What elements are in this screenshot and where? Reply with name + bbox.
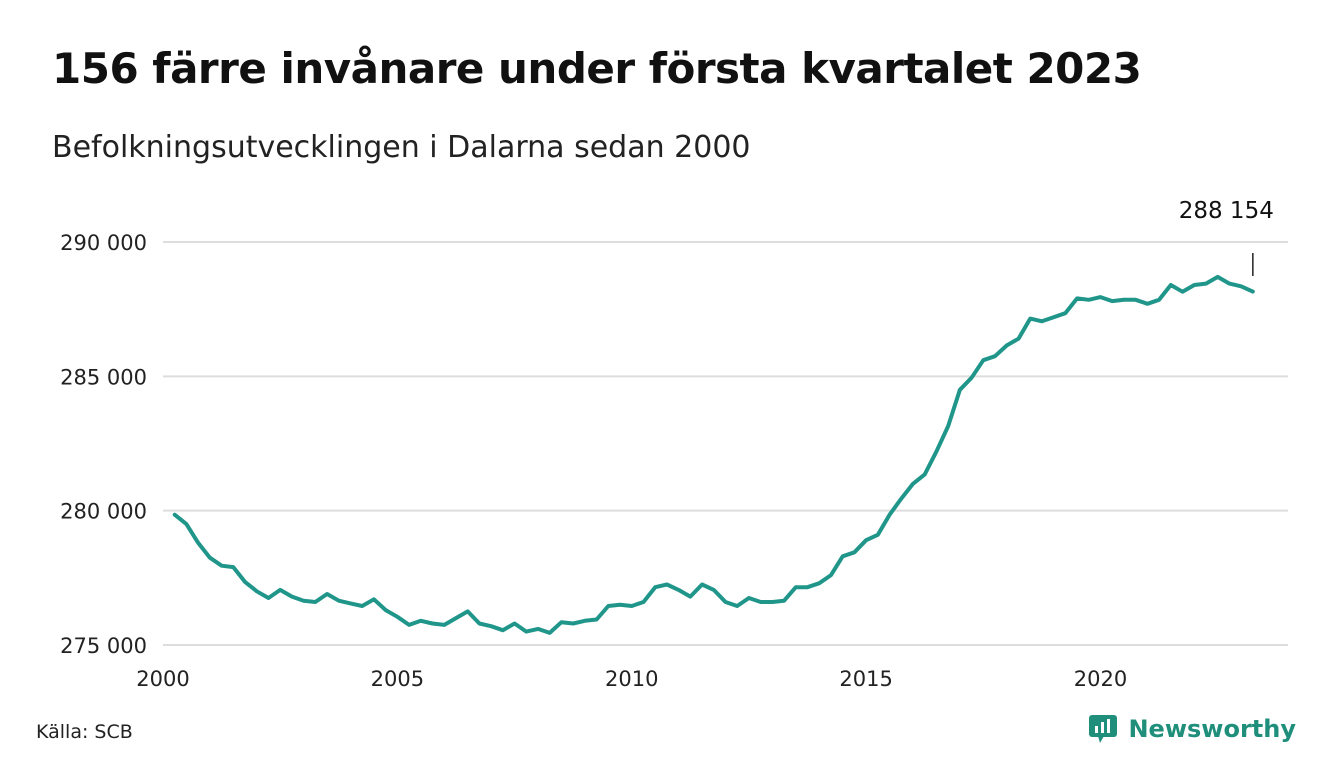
y-axis-tick-labels: 275 000 280 000 285 000 290 000 [60,231,147,658]
y-tick-label: 275 000 [60,634,147,658]
series-group [172,274,1255,635]
x-tick-label: 2005 [371,667,424,691]
x-tick-label: 2015 [839,667,892,691]
brand-logo: Newsworthy [1088,714,1296,744]
x-tick-label: 2020 [1074,667,1127,691]
x-tick-label: 2000 [136,667,189,691]
x-tick-label: 2010 [605,667,658,691]
series-line [172,274,1255,635]
y-tick-label: 290 000 [60,231,147,255]
grid-lines [163,241,1288,646]
annotation-group: 288 154 [1179,198,1274,276]
chart-title: 156 färre invånare under första kvartale… [52,44,1142,93]
y-tick-label: 280 000 [60,500,147,524]
annotation-label: 288 154 [1179,198,1274,224]
source-note: Källa: SCB [36,721,133,743]
chart-bubble-icon [1089,715,1118,743]
y-tick-label: 285 000 [60,365,147,389]
brand-name: Newsworthy [1128,715,1296,743]
x-axis-tick-labels: 2000 2005 2010 2015 2020 [136,667,1127,691]
chart-subtitle: Befolkningsutvecklingen i Dalarna sedan … [52,130,751,165]
